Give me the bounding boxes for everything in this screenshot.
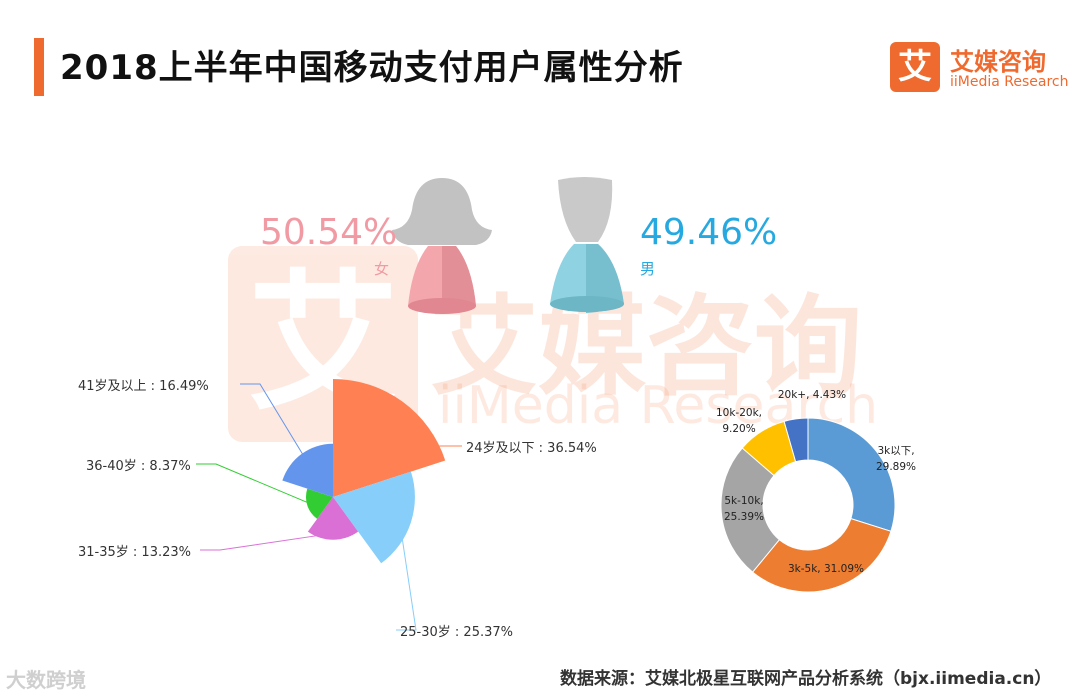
female-percentage: 50.54% — [260, 212, 398, 253]
age-sector-3 — [305, 488, 333, 519]
age-sector-2 — [307, 497, 359, 540]
income-label-0-0: 3k以下, — [877, 445, 914, 457]
age-sector-1 — [333, 471, 415, 564]
page-title: 2018上半年中国移动支付用户属性分析 — [60, 48, 684, 88]
age-sector-4 — [282, 443, 333, 497]
income-label-4-0: 20k+, 4.43% — [778, 389, 846, 401]
logo-mark: 艾 — [890, 42, 940, 92]
male-figure-icon — [550, 177, 624, 313]
income-label-2-0: 5k-10k, — [724, 495, 763, 507]
income-sector-0 — [807, 417, 896, 532]
data-source: 数据来源：艾媒北极星互联网产品分析系统（bjx.iimedia.cn） — [560, 669, 1052, 689]
female-label: 女 — [374, 260, 390, 278]
age-leader-line-1 — [396, 518, 417, 631]
age-leader-line-4 — [240, 383, 307, 461]
title-accent-bar — [34, 38, 44, 96]
income-sector-2 — [720, 447, 781, 573]
logo-text-cn: 艾媒咨询 — [950, 48, 1046, 76]
income-sector-1 — [751, 517, 892, 593]
watermark-text-cn: 艾媒咨询 — [430, 285, 863, 410]
age-label-3: 36-40岁 : 8.37% — [86, 459, 191, 474]
income-label-2-1: 25.39% — [724, 511, 764, 523]
male-percentage: 49.46% — [640, 212, 778, 253]
male-label: 男 — [640, 260, 656, 278]
age-label-1: 25-30岁 : 25.37% — [400, 625, 513, 640]
age-label-2: 31-35岁 : 13.23% — [78, 545, 191, 560]
brand-logo: 艾 艾媒咨询 iiMedia Research — [890, 40, 1070, 96]
income-label-3-0: 10k-20k, — [716, 407, 762, 419]
income-sector-4 — [783, 417, 809, 463]
income-label-0-1: 29.89% — [876, 461, 916, 473]
footer-brand-watermark: 大数跨境 — [6, 668, 86, 692]
gender-figures — [392, 177, 624, 314]
age-sector-0 — [333, 379, 446, 497]
age-leader-line-3 — [196, 463, 312, 505]
logo-text-en: iiMedia Research — [950, 74, 1069, 90]
age-label-4: 41岁及以上 : 16.49% — [78, 379, 209, 394]
age-label-0: 24岁及以下 : 36.54% — [466, 441, 597, 456]
female-figure-icon — [392, 178, 492, 314]
income-label-1-0: 3k-5k, 31.09% — [788, 563, 864, 575]
age-leader-line-0 — [391, 415, 462, 447]
age-leader-line-2 — [200, 532, 334, 551]
income-label-3-1: 9.20% — [722, 423, 755, 435]
